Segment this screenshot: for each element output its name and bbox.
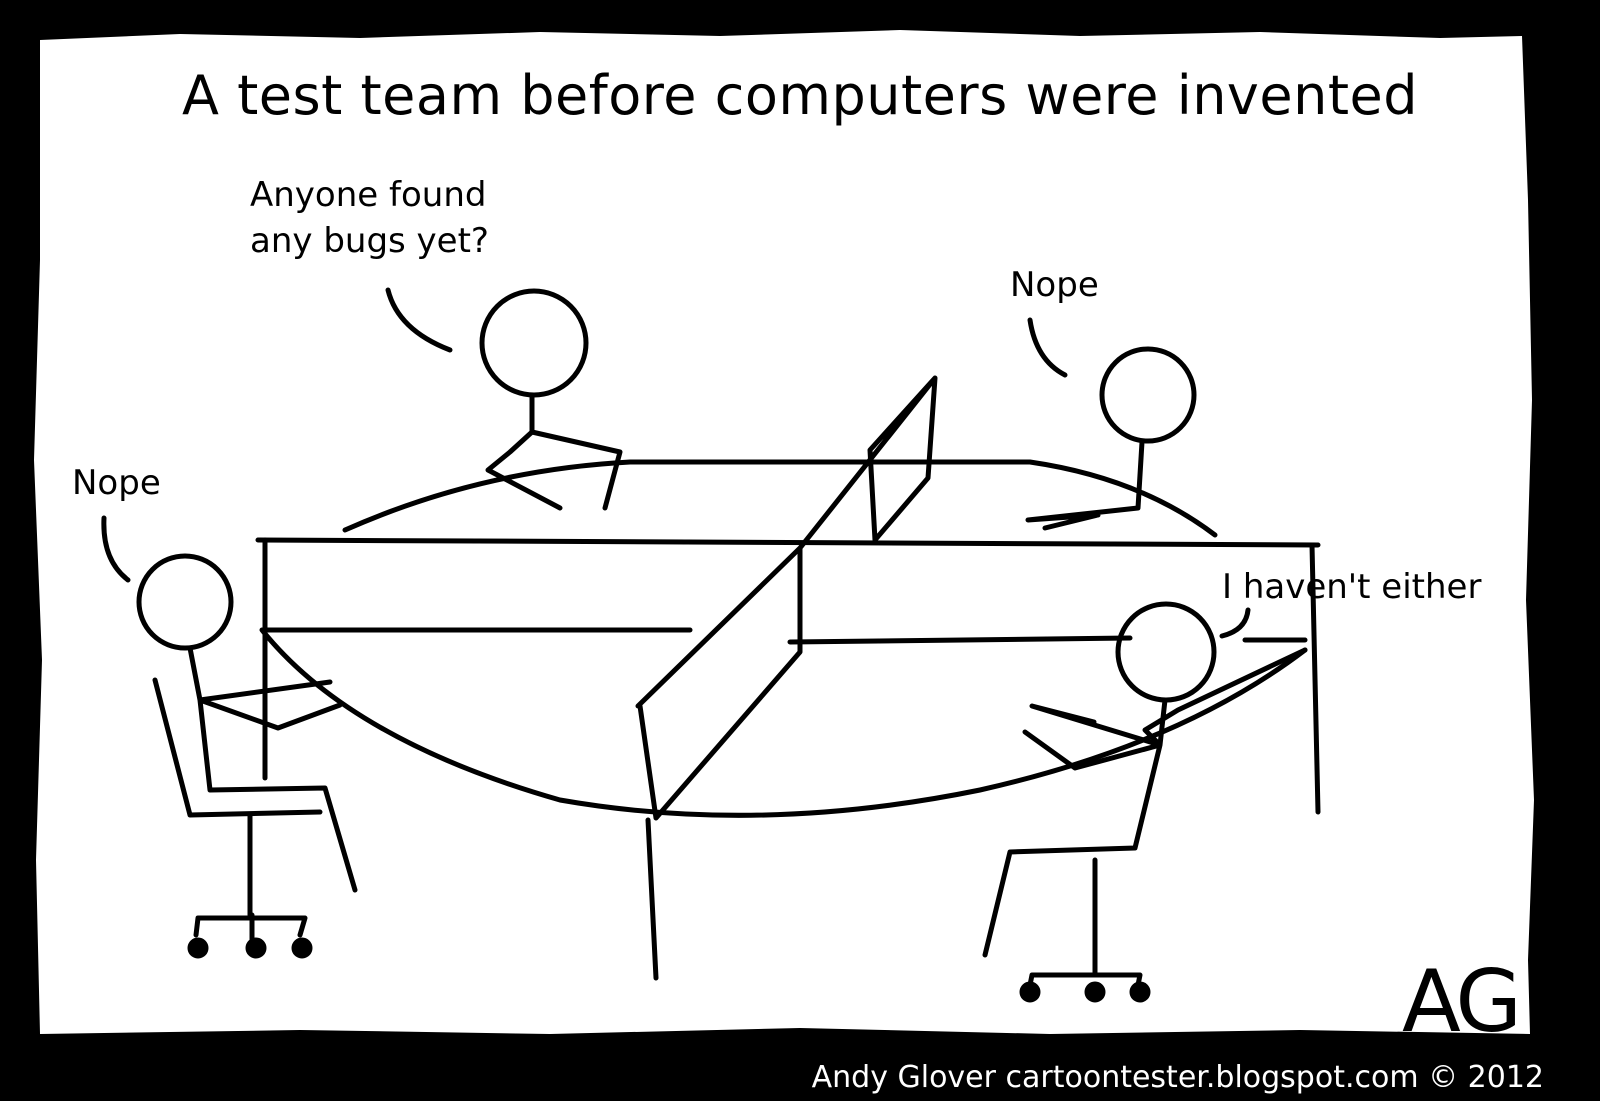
speech-tail-bottom-right — [1219, 607, 1251, 639]
speech-left: Nope — [72, 463, 161, 503]
person-top-body — [485, 392, 623, 511]
table-bottom-curve — [259, 627, 1308, 818]
speech-top-line-2: any bugs yet? — [250, 221, 489, 261]
speech-right: Nope — [1010, 265, 1099, 305]
comic-title: A test team before computers were invent… — [182, 64, 1418, 127]
table-front-top-edge — [255, 537, 1321, 548]
person-bottom-right-body — [982, 647, 1308, 958]
speech-top: Anyone found any bugs yet? — [250, 172, 489, 264]
chair-left-wheel-2 — [245, 937, 267, 959]
chair-bottom-right — [1027, 857, 1143, 988]
table-leg-center — [645, 817, 659, 981]
chair-left — [193, 812, 308, 943]
speech-tail-top — [385, 287, 453, 353]
person-left-body — [152, 645, 358, 893]
chair-right-wheel-3 — [1129, 981, 1151, 1003]
artist-signature: AG — [1402, 952, 1522, 1052]
person-right-head — [1099, 346, 1197, 444]
person-right-body — [1025, 439, 1145, 531]
table-top — [342, 459, 1218, 538]
person-left-head — [136, 553, 234, 651]
table-front-mid-edge-right — [787, 635, 1133, 645]
speech-top-line-1: Anyone found — [250, 175, 487, 215]
partition-board — [635, 375, 938, 821]
speech-tail-left — [101, 515, 131, 583]
chair-right-wheel-1 — [1019, 981, 1041, 1003]
table-leg-right — [1309, 542, 1321, 815]
chair-right-wheel-2 — [1084, 981, 1106, 1003]
speech-tail-right — [1027, 317, 1068, 378]
paper-background — [34, 30, 1534, 1034]
chair-left-wheel-3 — [291, 937, 313, 959]
speech-bottom-right: I haven't either — [1222, 567, 1482, 607]
credit-line: Andy Glover cartoontester.blogspot.com ©… — [811, 1060, 1544, 1095]
chair-left-wheel-1 — [187, 937, 209, 959]
